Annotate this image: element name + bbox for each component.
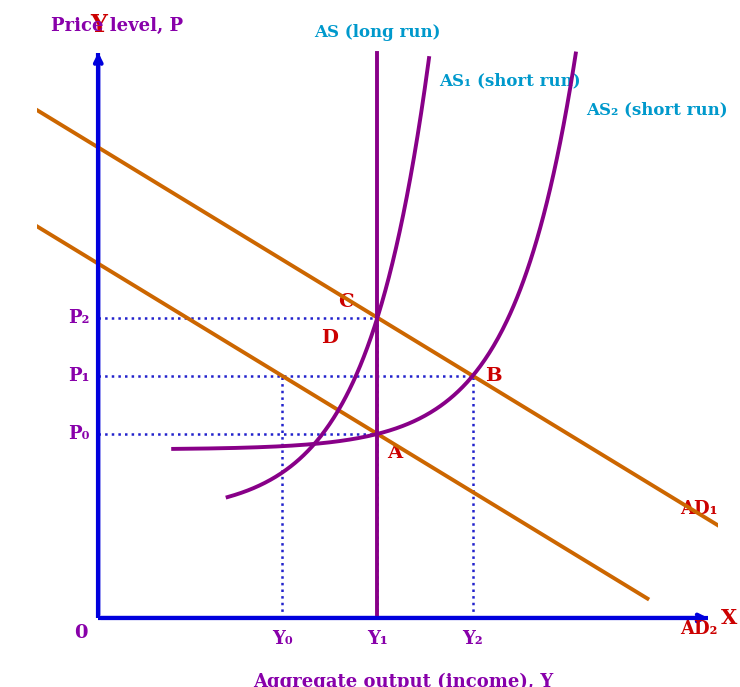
Text: Y₁: Y₁ [367,629,388,648]
Text: P₂: P₂ [69,308,90,327]
Text: 0: 0 [75,624,88,642]
Text: B: B [485,367,502,385]
Text: AD₁: AD₁ [680,500,718,519]
Text: Aggregate output (income), Y: Aggregate output (income), Y [253,673,553,687]
Text: P₁: P₁ [69,367,90,385]
Text: A: A [388,444,403,462]
Text: AS (long run): AS (long run) [314,24,440,41]
Text: X: X [722,608,738,628]
Text: Y₂: Y₂ [462,629,483,648]
Text: P₀: P₀ [69,425,90,443]
Text: AS₂ (short run): AS₂ (short run) [586,101,727,118]
Text: Y₀: Y₀ [272,629,292,648]
Text: Price level, P: Price level, P [50,17,183,36]
Text: D: D [321,328,338,347]
Text: Y: Y [90,13,107,36]
Text: AD₂: AD₂ [680,620,718,638]
Text: AS₁ (short run): AS₁ (short run) [440,72,581,89]
Text: C: C [338,293,354,311]
